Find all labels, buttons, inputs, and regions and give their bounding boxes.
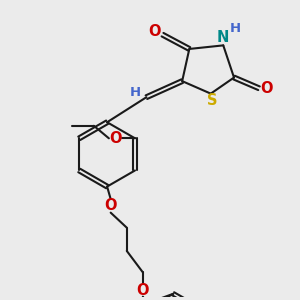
Text: H: H	[230, 22, 241, 35]
Text: N: N	[217, 30, 230, 45]
Text: O: O	[261, 81, 273, 96]
Text: H: H	[130, 86, 141, 99]
Text: S: S	[207, 93, 218, 108]
Text: O: O	[109, 131, 122, 146]
Text: O: O	[136, 283, 149, 298]
Text: O: O	[104, 198, 117, 213]
Text: O: O	[148, 24, 161, 39]
